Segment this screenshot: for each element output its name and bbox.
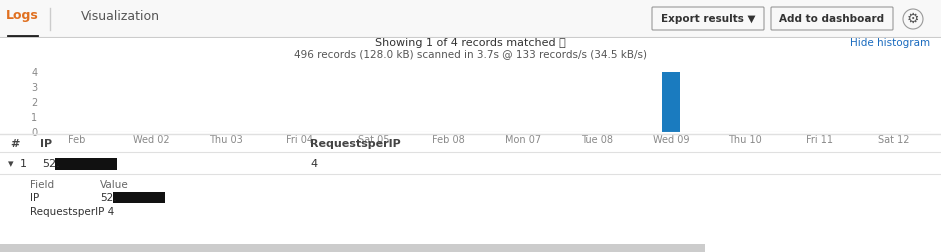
- Text: Field: Field: [30, 180, 55, 190]
- Text: 4: 4: [310, 159, 317, 169]
- Text: RequestsperIP: RequestsperIP: [310, 139, 401, 149]
- Text: RequestsperIP 4: RequestsperIP 4: [30, 207, 114, 217]
- Bar: [113, 192, 165, 203]
- Text: IP: IP: [30, 193, 40, 203]
- Text: 1: 1: [20, 159, 27, 169]
- Text: Showing 1 of 4 records matched ⓘ: Showing 1 of 4 records matched ⓘ: [375, 38, 566, 48]
- Text: ▾: ▾: [8, 159, 13, 169]
- Text: Hide histogram: Hide histogram: [850, 38, 930, 48]
- Text: 52.: 52.: [42, 159, 59, 169]
- Text: IP: IP: [40, 139, 52, 149]
- Bar: [55, 158, 117, 170]
- Bar: [0, 244, 705, 252]
- Text: Add to dashboard: Add to dashboard: [779, 14, 885, 23]
- Text: #: #: [10, 139, 20, 149]
- Text: Value: Value: [100, 180, 129, 190]
- Text: 52.: 52.: [100, 193, 117, 203]
- Text: Export results ▼: Export results ▼: [661, 14, 756, 23]
- Text: ⚙: ⚙: [907, 12, 919, 26]
- Text: Visualization: Visualization: [81, 10, 160, 22]
- FancyBboxPatch shape: [771, 7, 893, 30]
- FancyBboxPatch shape: [652, 7, 764, 30]
- Text: 496 records (128.0 kB) scanned in 3.7s @ 133 records/s (34.5 kB/s): 496 records (128.0 kB) scanned in 3.7s @…: [294, 49, 647, 59]
- Text: Logs: Logs: [6, 10, 39, 22]
- Bar: [662, 72, 680, 132]
